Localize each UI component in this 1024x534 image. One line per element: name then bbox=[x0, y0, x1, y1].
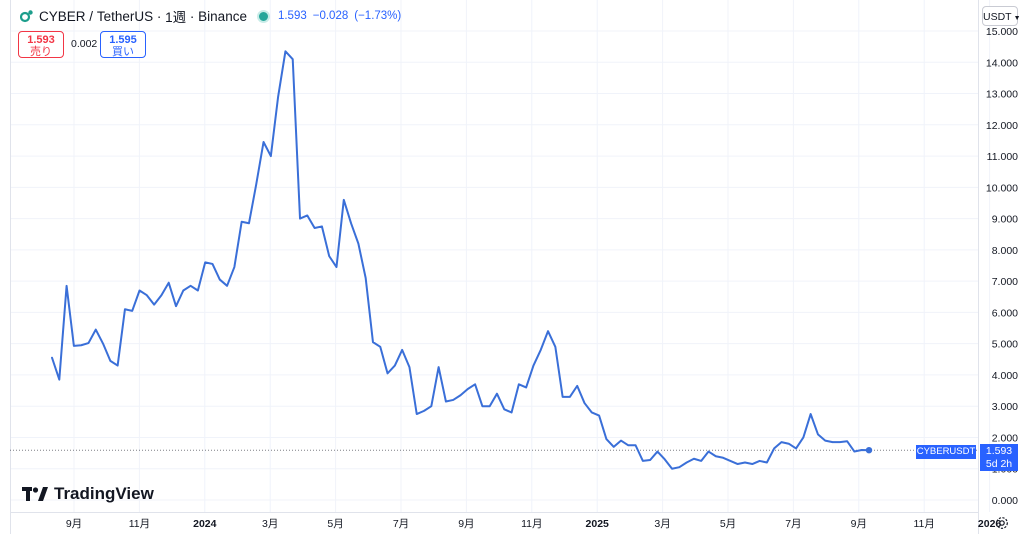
y-tick-label: 6.000 bbox=[992, 307, 1018, 319]
y-tick-label: 12.000 bbox=[986, 120, 1018, 132]
ohlc-values: 1.593 −0.028 (−1.73%) bbox=[278, 10, 407, 22]
chevron-down-icon: ▼ bbox=[1013, 15, 1021, 22]
exchange-label: Binance bbox=[198, 8, 247, 24]
sell-button[interactable]: 1.593 売り bbox=[18, 31, 64, 58]
last-price-tag: 1.593 5d 2h bbox=[980, 444, 1018, 471]
x-tick-label: 9月 bbox=[851, 518, 867, 530]
sell-label: 売り bbox=[30, 46, 52, 58]
gear-icon[interactable] bbox=[994, 515, 1010, 531]
last-price-dot bbox=[865, 446, 873, 454]
dot-separator: · bbox=[189, 8, 195, 24]
symbol-name[interactable]: CYBER bbox=[39, 8, 86, 24]
y-tick-label: 10.000 bbox=[986, 182, 1018, 194]
last-value: 1.593 bbox=[277, 10, 307, 22]
spread-value: 0.002 bbox=[71, 38, 98, 50]
x-tick-label: 7月 bbox=[393, 518, 409, 530]
x-tick-label: 3月 bbox=[654, 518, 670, 530]
x-tick-label: 2024 bbox=[193, 518, 217, 530]
sell-price: 1.593 bbox=[27, 34, 55, 46]
brand-name: TradingView bbox=[54, 484, 154, 503]
cyber-logo-icon bbox=[20, 10, 33, 23]
buy-price: 1.595 bbox=[109, 34, 137, 46]
tradingview-logo[interactable]: TradingView bbox=[22, 484, 154, 504]
y-tick-label: 7.000 bbox=[992, 276, 1018, 288]
chart-grid bbox=[10, 0, 991, 512]
price-tag-countdown: 5d 2h bbox=[985, 458, 1013, 470]
market-status-icon[interactable] bbox=[256, 9, 270, 23]
tradingview-logo-icon bbox=[22, 487, 48, 501]
buy-label: 買い bbox=[112, 46, 134, 58]
x-tick-label: 3月 bbox=[262, 518, 278, 530]
price-tag-value: 1.593 bbox=[985, 445, 1013, 457]
buy-button[interactable]: 1.595 買い bbox=[100, 31, 146, 58]
y-tick-label: 11.000 bbox=[987, 151, 1018, 163]
y-tick-label: 14.000 bbox=[986, 57, 1018, 69]
x-tick-label: 2026 bbox=[978, 518, 1002, 530]
symbol-price-label: CYBERUSDT bbox=[916, 445, 976, 459]
y-tick-label: 9.000 bbox=[992, 214, 1018, 226]
x-tick-label: 7月 bbox=[785, 518, 801, 530]
y-tick-label: 4.000 bbox=[992, 370, 1018, 382]
time-axis: 9月 11月 2024 3月 5月 7月 9月 11月 2025 3月 5月 7月 9月 11月 2026 bbox=[66, 518, 1002, 530]
y-tick-label: 2.000 bbox=[992, 432, 1018, 444]
x-tick-label: 2025 bbox=[586, 518, 610, 530]
y-tick-label: 15.000 bbox=[986, 26, 1018, 38]
dot-separator: · bbox=[156, 8, 162, 24]
symbol-header: CYBER / TetherUS · 1週 · Binance 1.593 −0.… bbox=[20, 6, 407, 26]
y-tick-label: 8.000 bbox=[992, 245, 1018, 257]
y-tick-label: 13.000 bbox=[986, 89, 1018, 101]
y-tick-label: 3.000 bbox=[992, 401, 1018, 413]
price-line-series bbox=[51, 50, 870, 470]
x-tick-label: 5月 bbox=[720, 518, 736, 530]
change-percent: (−1.73%) bbox=[354, 10, 402, 22]
x-tick-label: 9月 bbox=[458, 518, 474, 530]
interval-label[interactable]: 1週 bbox=[165, 10, 187, 25]
x-tick-label: 9月 bbox=[66, 518, 82, 530]
y-tick-label: 0.000 bbox=[992, 495, 1018, 507]
x-tick-label: 11月 bbox=[521, 518, 542, 530]
x-tick-label: 5月 bbox=[327, 518, 343, 530]
x-tick-label: 11月 bbox=[913, 518, 934, 530]
currency-label: USDT bbox=[983, 11, 1012, 23]
currency-select[interactable]: USDT ▼ bbox=[982, 6, 1021, 26]
y-tick-label: 5.000 bbox=[992, 339, 1018, 351]
price-axis: 0.0001.0002.0003.0004.0005.0006.0007.000… bbox=[986, 26, 1018, 507]
quote-name: TetherUS bbox=[96, 8, 154, 24]
x-tick-label: 11月 bbox=[129, 518, 150, 530]
change-value: −0.028 bbox=[312, 10, 349, 22]
symbol-separator: / bbox=[89, 8, 94, 24]
